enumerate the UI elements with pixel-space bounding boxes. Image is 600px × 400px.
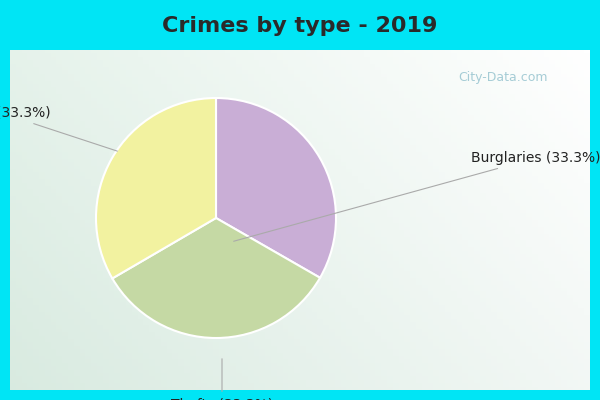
Text: Arson (33.3%): Arson (33.3%) [0,106,118,151]
Text: Burglaries (33.3%): Burglaries (33.3%) [233,151,600,241]
Wedge shape [112,218,320,338]
Text: City-Data.com: City-Data.com [458,71,548,84]
Wedge shape [96,98,216,278]
Text: Thefts (33.3%): Thefts (33.3%) [171,359,273,400]
Wedge shape [216,98,336,278]
Text: Crimes by type - 2019: Crimes by type - 2019 [163,16,437,36]
